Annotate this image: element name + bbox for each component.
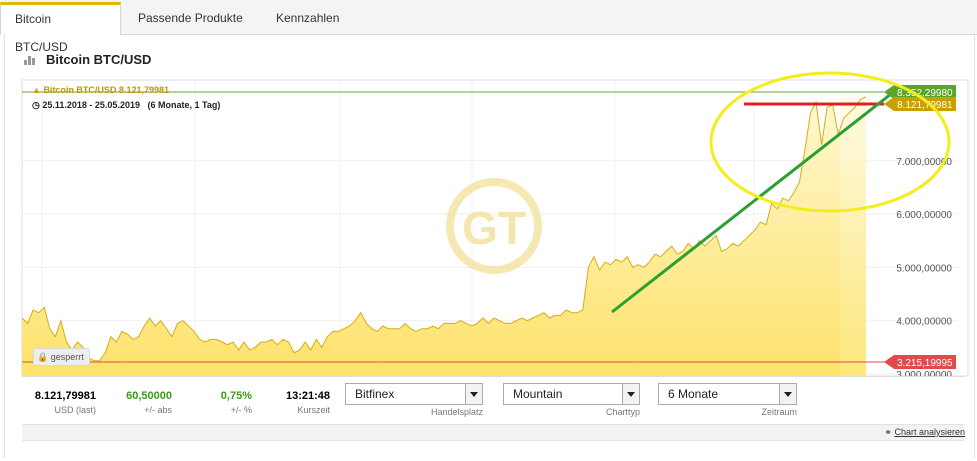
trend-line [611, 92, 892, 314]
analyse-chart-link[interactable]: ⚭ Chart analysieren [884, 427, 965, 437]
charttype-label: Charttyp [605, 407, 640, 417]
tab-products[interactable]: Passende Produkte [138, 11, 243, 25]
exchange-label: Handelsplatz [430, 407, 483, 417]
chevron-down-icon[interactable] [465, 384, 482, 404]
clock-icon: ◷ [32, 100, 40, 110]
chevron-down-icon[interactable] [779, 384, 796, 404]
watermark-text: GT [462, 202, 526, 254]
y-tick-label: 5.000,00000 [896, 263, 952, 274]
tab-bar: Bitcoin BTC/USD Passende Produkte Kennza… [0, 0, 977, 54]
panel-title: Bitcoin BTC/USD [46, 52, 152, 67]
watermark-logo: GT [446, 178, 542, 274]
tab-key-figures[interactable]: Kennzahlen [276, 11, 340, 25]
y-tick-label: 4.000,00000 [896, 317, 952, 328]
link-icon: ⚭ [884, 427, 892, 437]
price-line [21, 96, 867, 362]
stat-abs: 60,50000 +/- abs [102, 390, 172, 415]
stat-time: 13:21:48 Kurszeit [260, 390, 330, 415]
lock-icon: 🔒 [37, 352, 49, 362]
stat-abs-value: 60,50000 [126, 390, 172, 402]
bottom-bar [22, 376, 964, 423]
low-marker: 3.215,19995 [884, 355, 956, 369]
chart-bars-icon [24, 55, 38, 65]
highlight-ellipse [709, 71, 951, 213]
chart-panel [4, 34, 975, 458]
stat-last-value: 8.121,79981 [34, 390, 96, 402]
y-tick-label: 7.000,00000 [896, 157, 952, 168]
period-label: Zeitraum [761, 407, 797, 417]
y-axis-ticks: 3.000,00000 4.000,00000 5.000,00000 6.000,0… [896, 157, 952, 381]
legend-series: ▲ Bitcoin BTC/USD 8.121,79981 [32, 85, 169, 95]
price-area [22, 96, 866, 377]
stat-time-value: 13:21:48 [285, 390, 330, 402]
stat-pct-label: +/- % [230, 405, 252, 415]
stat-pct-value: 0,75% [220, 390, 252, 402]
last-marker-text: 8.121,79981 [897, 100, 953, 111]
stat-pct: 0,75% +/- % [182, 390, 252, 415]
period-select[interactable]: 6 Monate [658, 383, 797, 405]
locked-badge: 🔒 gesperrt [33, 348, 90, 366]
stat-last-label: USD (last) [54, 405, 96, 415]
stat-time-label: Kurszeit [297, 405, 330, 415]
y-tick-label: 3.000,00000 [896, 370, 952, 381]
stat-abs-label: +/- abs [144, 405, 172, 415]
high-marker-text: 8.352,29980 [897, 88, 953, 99]
recent-area-fill [840, 97, 866, 376]
tab-bitcoin[interactable]: Bitcoin BTC/USD [0, 2, 121, 54]
charttype-select[interactable]: Mountain [503, 383, 640, 405]
low-marker-text: 3.215,19995 [897, 358, 953, 369]
chart-footer [22, 424, 964, 441]
last-marker: 8.121,79981 [884, 97, 956, 111]
stat-last: 8.121,79981 USD (last) [26, 390, 96, 415]
exchange-select[interactable]: Bitfinex [345, 383, 483, 405]
y-tick-label: 6.000,00000 [896, 210, 952, 221]
chevron-down-icon[interactable] [622, 384, 639, 404]
legend-range: ◷ 25.11.2018 - 25.05.2019 (6 Monate, 1 T… [32, 100, 221, 110]
